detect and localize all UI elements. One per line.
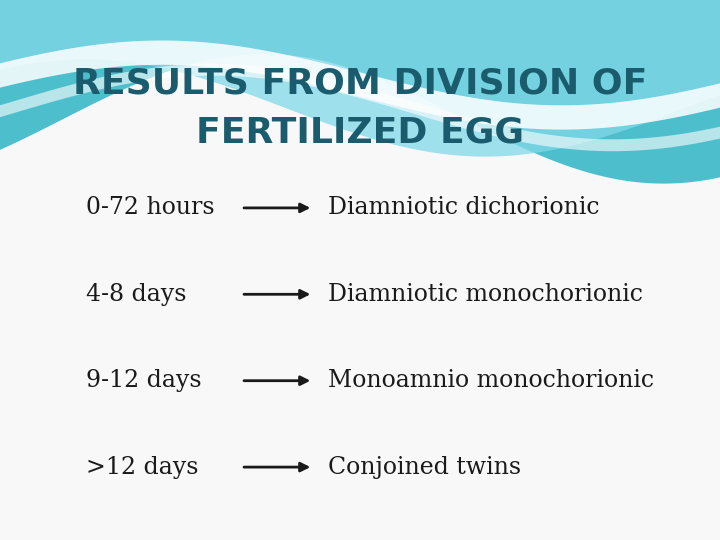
- Text: 4-8 days: 4-8 days: [86, 283, 187, 306]
- Text: Monoamnio monochorionic: Monoamnio monochorionic: [328, 369, 654, 392]
- Text: 0-72 hours: 0-72 hours: [86, 197, 215, 219]
- Polygon shape: [0, 0, 720, 184]
- Text: Diamniotic dichorionic: Diamniotic dichorionic: [328, 197, 599, 219]
- Text: Diamniotic monochorionic: Diamniotic monochorionic: [328, 283, 642, 306]
- Polygon shape: [0, 40, 720, 130]
- Text: RESULTS FROM DIVISION OF: RESULTS FROM DIVISION OF: [73, 67, 647, 100]
- Text: Conjoined twins: Conjoined twins: [328, 456, 521, 478]
- Text: >12 days: >12 days: [86, 456, 199, 478]
- Text: FERTILIZED EGG: FERTILIZED EGG: [196, 116, 524, 149]
- Polygon shape: [0, 0, 720, 157]
- Text: 9-12 days: 9-12 days: [86, 369, 202, 392]
- Polygon shape: [0, 64, 720, 151]
